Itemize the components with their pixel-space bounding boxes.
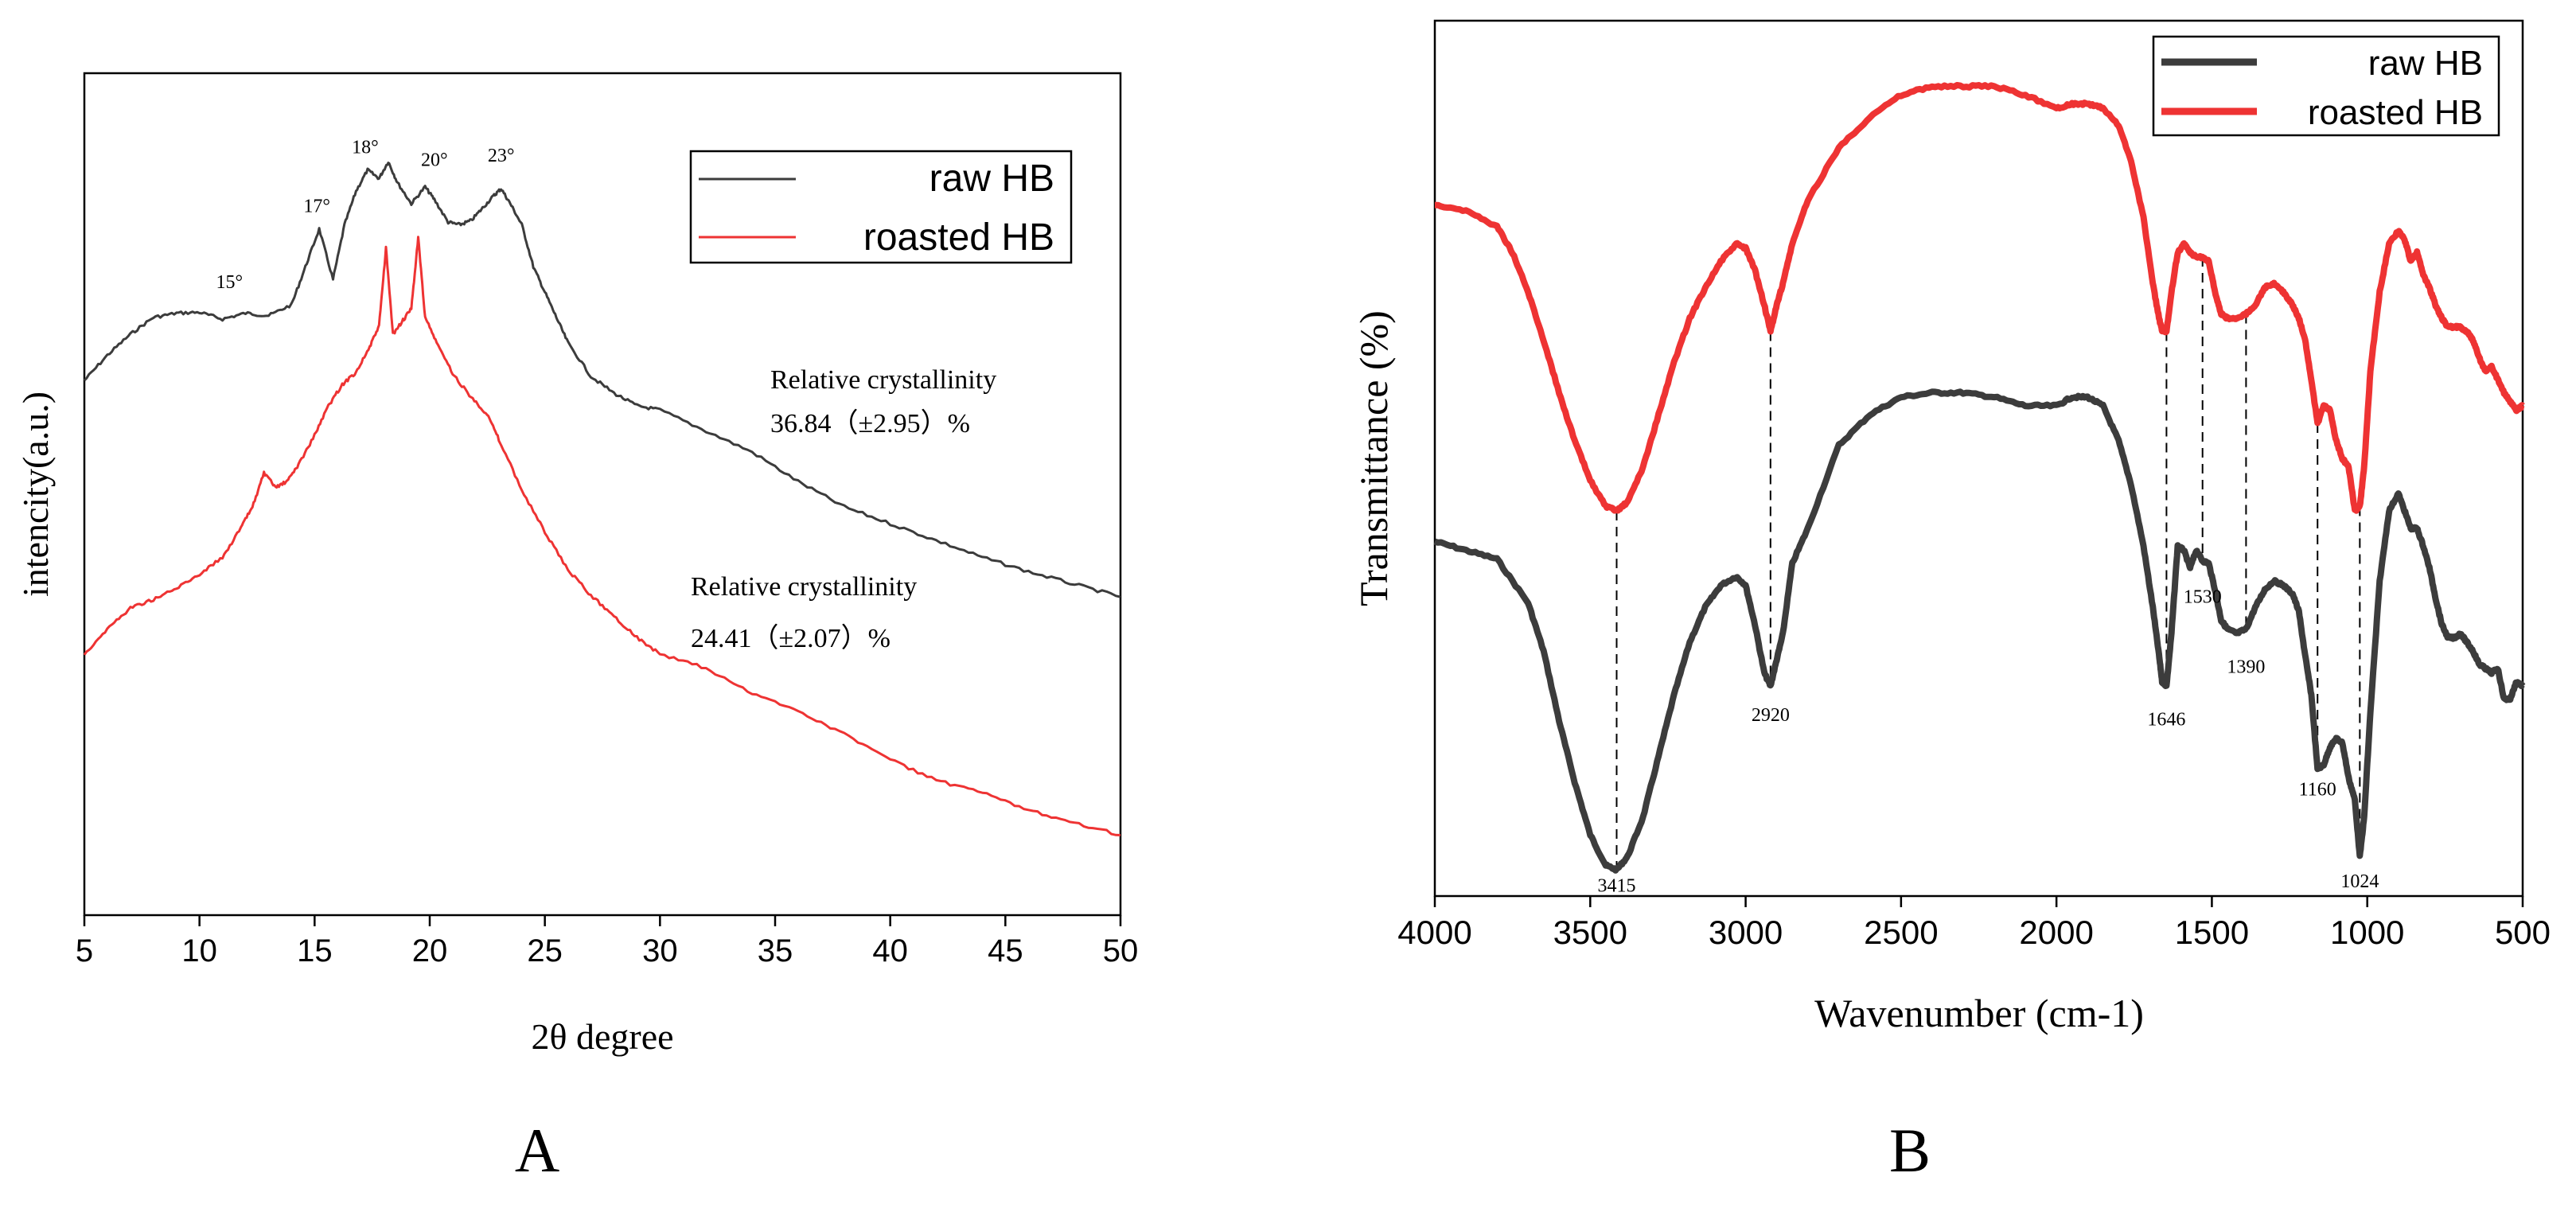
b-xtick-label-1000: 1000 (2330, 914, 2404, 951)
panel-a-xrd-chart: 5 10 15 20 25 30 35 40 45 50 15° 17° 18° 20° 23° raw … (15, 72, 1138, 1185)
peak-label-a-23: 23° (488, 146, 515, 166)
panel-a-y-axis-label: intencity(a.u.) (15, 392, 56, 597)
b-xtick-label-3000: 3000 (1709, 914, 1783, 951)
a-xtick-label-20: 20 (412, 933, 448, 968)
panel-b-series (1433, 82, 2526, 874)
series-line-b-roasted-hb (1434, 82, 2526, 514)
peak-label-b-1390: 1390 (2227, 657, 2265, 678)
legend-a-raw-label: raw HB (929, 158, 1054, 200)
peak-label-a-15: 15° (216, 272, 243, 293)
peak-label-b-1024: 1024 (2340, 871, 2379, 892)
panel-a-legend: raw HB roasted HB (689, 150, 1073, 264)
a-xtick-label-5: 5 (76, 933, 93, 968)
series-line-a-roasted-hb (83, 236, 1121, 836)
panel-a-label: A (515, 1116, 559, 1185)
panel-a-x-ticks: 5 10 15 20 25 30 35 40 45 50 (76, 915, 1138, 968)
panel-b-peak-guides (1615, 257, 2361, 870)
panel-b-frame (1433, 19, 2524, 898)
annotation-raw-crystallinity-value: 36.84（±2.95）% (770, 408, 970, 438)
peak-label-b-3415: 3415 (1597, 876, 1635, 897)
a-xtick-label-30: 30 (642, 933, 678, 968)
annotation-roasted-crystallinity-title: Relative crystallinity (691, 572, 917, 602)
peak-label-b-2920: 2920 (1752, 705, 1790, 726)
legend-b-raw-label: raw HB (2368, 44, 2483, 83)
panel-a-legend-box (689, 150, 1073, 264)
a-xtick-label-40: 40 (872, 933, 908, 968)
a-xtick-label-15: 15 (297, 933, 333, 968)
legend-b-roasted-label: roasted HB (2308, 93, 2483, 132)
peak-label-b-1646: 1646 (2147, 710, 2185, 731)
panel-b-y-axis-label: Transmittance (%) (1351, 310, 1396, 606)
series-line-a-raw-hb (83, 162, 1121, 598)
panel-b-x-ticks: 4000 3500 3000 2500 2000 1500 1000 500 (1397, 896, 2551, 951)
panel-b-ftir-chart: 4000 3500 3000 2500 2000 1500 1000 500 3415 2920… (1351, 19, 2551, 1185)
panel-b-legend-box (2152, 35, 2500, 137)
a-xtick-label-50: 50 (1103, 933, 1139, 968)
b-xtick-label-1500: 1500 (2175, 914, 2249, 951)
series-line-b-raw-hb (1433, 388, 2526, 874)
peak-label-b-1530: 1530 (2184, 587, 2222, 608)
peak-label-b-1160: 1160 (2299, 780, 2336, 801)
a-xtick-label-45: 45 (988, 933, 1023, 968)
b-xtick-label-3500: 3500 (1553, 914, 1627, 951)
peak-label-a-17: 17° (303, 197, 330, 217)
annotation-raw-crystallinity-title: Relative crystallinity (770, 365, 996, 395)
panel-a-peak-labels: 15° 17° 18° 20° 23° (216, 138, 514, 293)
panel-b-legend: raw HB roasted HB (2152, 35, 2500, 137)
panel-a-series (83, 162, 1121, 836)
b-xtick-label-2000: 2000 (2019, 914, 2093, 951)
peak-label-a-18: 18° (352, 138, 379, 158)
panel-b-x-axis-label: Wavenumber (cm-1) (1814, 991, 2144, 1035)
annotation-roasted-crystallinity-value: 24.41（±2.07）% (691, 623, 890, 653)
peak-label-a-20: 20° (421, 150, 448, 170)
b-xtick-label-500: 500 (2495, 914, 2551, 951)
panel-b-label: B (1889, 1116, 1931, 1185)
a-xtick-label-10: 10 (181, 933, 217, 968)
b-xtick-label-2500: 2500 (1864, 914, 1938, 951)
panel-a-frame (83, 72, 1122, 917)
legend-a-roasted-label: roasted HB (863, 216, 1054, 259)
panel-b-peak-labels: 3415 2920 1646 1530 1390 1160 1024 (1597, 587, 2379, 897)
a-xtick-label-35: 35 (758, 933, 793, 968)
b-xtick-label-4000: 4000 (1397, 914, 1471, 951)
a-xtick-label-25: 25 (527, 933, 563, 968)
panel-a-x-axis-label: 2θ degree (531, 1016, 673, 1057)
